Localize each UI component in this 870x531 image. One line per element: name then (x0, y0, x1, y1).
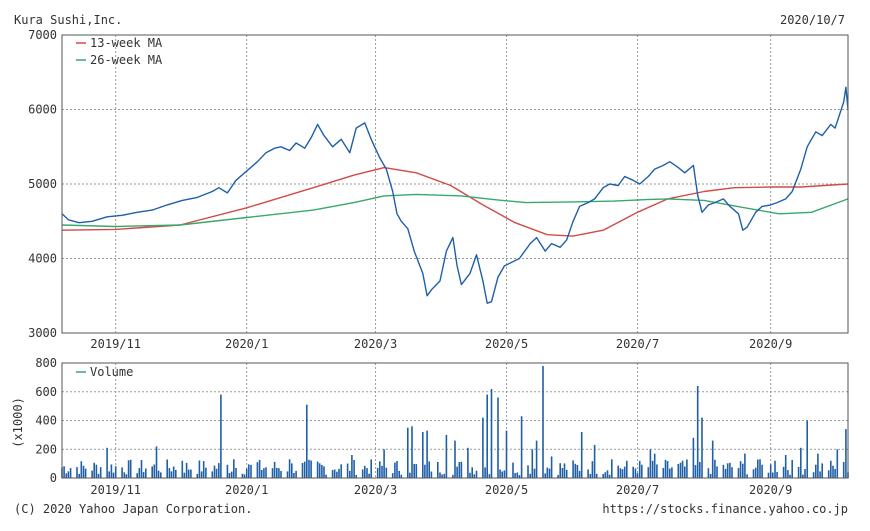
y-tick-label: 3000 (28, 326, 57, 340)
x-tick-label: 2020/9 (749, 337, 792, 351)
y-tick-label: 600 (35, 385, 57, 399)
copyright-text: (C) 2020 Yahoo Japan Corporation. (14, 502, 252, 516)
x-tick-label: 2020/3 (354, 483, 397, 497)
company-name: Kura Sushi,Inc. (14, 13, 122, 27)
x-tick-label: 2019/11 (90, 337, 141, 351)
y-tick-label: 5000 (28, 177, 57, 191)
plot-frame (61, 362, 849, 479)
y-tick-label: 6000 (28, 103, 57, 117)
legend-label: 26-week MA (90, 53, 163, 67)
x-tick-label: 2020/1 (225, 337, 268, 351)
x-tick-label: 2020/1 (225, 483, 268, 497)
plot-frame (61, 34, 849, 334)
y-tick-label: 7000 (28, 28, 57, 42)
x-tick-label: 2020/3 (354, 337, 397, 351)
y-tick-label: 200 (35, 442, 57, 456)
ma26-line (61, 193, 849, 228)
volume-panel: 0 200 400 600 800 2019/11 2020/1 2020/3 2020/5 20… (11, 356, 849, 497)
x-tick-label: 2020/5 (485, 337, 528, 351)
price-panel: 3000 4000 5000 6000 7000 2019/11 2020/1 2020/3 2… (28, 28, 849, 351)
x-tick-label: 2020/7 (616, 337, 659, 351)
y-tick-label: 4000 (28, 252, 57, 266)
price-line (61, 86, 849, 304)
x-tick-label: 2020/7 (616, 483, 659, 497)
y-tick-label: 400 (35, 414, 57, 428)
x-tick-label: 2020/9 (749, 483, 792, 497)
ma13-line (61, 166, 849, 237)
y-axis-label: (x1000) (11, 397, 25, 448)
x-tick-label: 2020/5 (485, 483, 528, 497)
source-url: https://stocks.finance.yahoo.co.jp (602, 502, 848, 516)
y-tick-label: 800 (35, 356, 57, 370)
x-tick-label: 2019/11 (90, 483, 141, 497)
y-tick-label: 0 (50, 471, 57, 485)
chart-date: 2020/10/7 (780, 13, 845, 27)
legend-label: 13-week MA (90, 36, 163, 50)
legend-label: Volume (90, 365, 133, 379)
